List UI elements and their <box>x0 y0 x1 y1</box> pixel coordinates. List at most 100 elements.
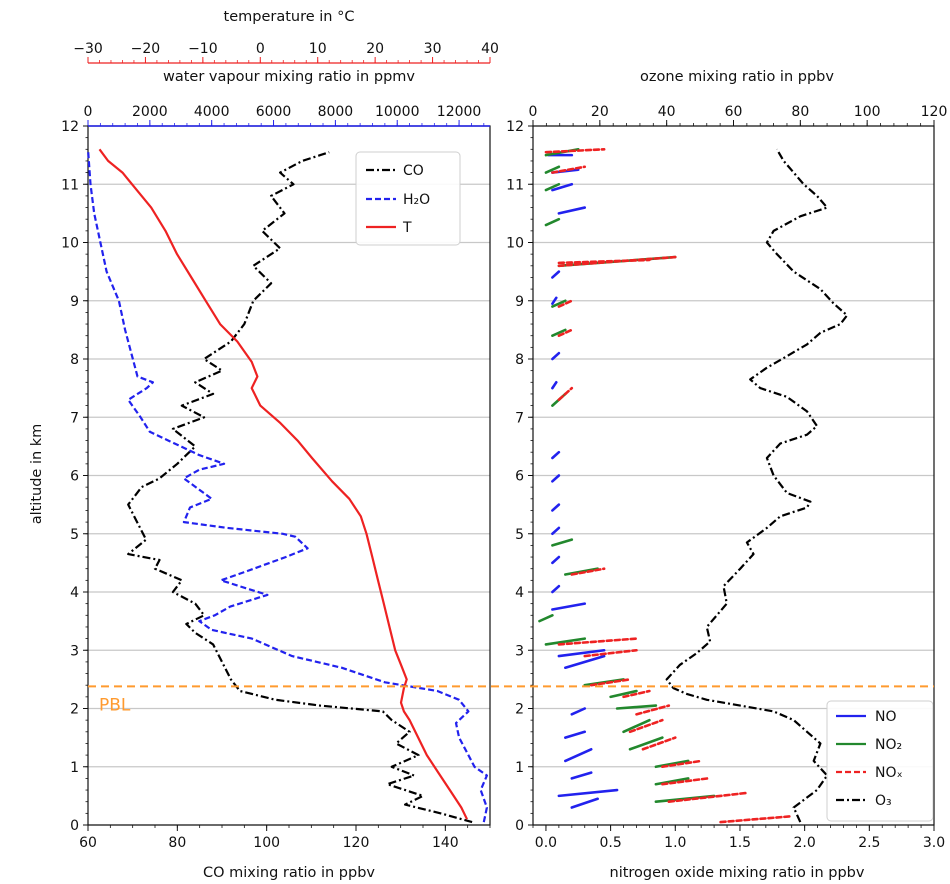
right-bottom-tick-label: 2.5 <box>858 835 880 851</box>
right-series-blue-segment <box>551 351 561 361</box>
co-axis-title: CO mixing ratio in ppbv <box>203 865 375 881</box>
left-ytick-label: 5 <box>70 527 79 543</box>
right-series-red-segment <box>589 678 632 687</box>
left-top_inner-tick-label: 0 <box>84 104 93 120</box>
right-series-blue-segment <box>551 526 561 536</box>
right-series-blue-segment <box>551 503 561 512</box>
left-bottom-tick-label: 140 <box>432 835 459 851</box>
right-series-blue-segment <box>551 602 587 611</box>
left-ytick-label: 2 <box>70 702 79 718</box>
right-series-red-segment <box>641 736 677 751</box>
ozone-axis-title: ozone mixing ratio in ppbv <box>640 69 834 85</box>
right-ytick-label: 0 <box>515 818 524 834</box>
right-series-green-segment <box>544 182 561 192</box>
right-top-tick-label: 20 <box>591 104 609 120</box>
left-ytick-label: 10 <box>61 236 79 252</box>
right-ytick-label: 8 <box>515 352 524 368</box>
right-series-blue-segment <box>551 584 561 594</box>
right-ytick-label: 9 <box>515 294 524 310</box>
right-top-tick-label: 120 <box>921 104 948 120</box>
right-series-green-segment <box>538 613 554 623</box>
left-ytick-label: 9 <box>70 294 79 310</box>
right-bottom-tick-label: 0.0 <box>535 835 557 851</box>
left-bottom-tick-label: 80 <box>168 835 186 851</box>
legend-label-o3: O₃ <box>875 793 892 809</box>
water-vapour-axis-title: water vapour mixing ratio in ppmv <box>163 69 415 85</box>
left-top_outer-tick-label: 10 <box>309 41 327 57</box>
right-ytick-label: 5 <box>515 527 524 543</box>
right-series-green-segment <box>615 704 658 710</box>
left-top_outer-tick-label: −20 <box>131 41 161 57</box>
right-ytick-label: 11 <box>506 177 524 193</box>
right-ytick-label: 4 <box>515 585 524 601</box>
right-series-green-segment <box>628 736 664 751</box>
legend-label-no: NO <box>875 709 897 725</box>
right-series-red-segment <box>628 718 664 734</box>
legend-right-frame <box>826 700 934 822</box>
left-top_outer-tick-label: −30 <box>73 41 103 57</box>
right-series-blue-segment <box>557 788 619 798</box>
right-series-blue-segment <box>551 380 558 390</box>
left-top_outer-tick-label: 20 <box>366 41 384 57</box>
legend-left-frame <box>355 151 461 246</box>
right-ytick-label: 3 <box>515 643 524 659</box>
left-top_outer-tick-label: 0 <box>256 41 265 57</box>
right-series-blue-segment <box>551 270 561 279</box>
right-series-red-segment <box>544 148 606 154</box>
left-top_inner-tick-label: 8000 <box>318 104 354 120</box>
left-ytick-label: 0 <box>70 818 79 834</box>
right-series-red-segment <box>551 165 587 174</box>
right-series-red-segment <box>635 704 671 716</box>
legend-label-no2: NO₂ <box>875 737 902 753</box>
left-top_outer-tick-label: 30 <box>424 41 442 57</box>
right-series-red-segment <box>719 814 794 824</box>
right-series-blue-segment <box>551 296 558 305</box>
left-bottom-tick-label: 100 <box>253 835 280 851</box>
left-top_outer-tick-label: −10 <box>188 41 218 57</box>
right-series-blue-segment <box>564 730 587 739</box>
right-series-blue-segment <box>551 182 574 192</box>
right-ytick-label: 1 <box>515 760 524 776</box>
right-series-red-segment <box>661 759 703 769</box>
right-series-red-segment <box>557 299 574 308</box>
right-series-red-segment <box>570 567 606 576</box>
right-ytick-label: 2 <box>515 702 524 718</box>
right-series-blue-segment <box>570 707 587 716</box>
left-ytick-label: 8 <box>70 352 79 368</box>
left-top_inner-tick-label: 12000 <box>437 104 482 120</box>
left-ytick-label: 3 <box>70 643 79 659</box>
left-ytick-label: 11 <box>61 177 79 193</box>
right-series-green-segment <box>609 689 638 699</box>
left-ytick-label: 4 <box>70 585 79 601</box>
right-series-green-segment <box>551 299 567 308</box>
altitude-axis-title: altitude in km <box>29 424 45 525</box>
right-top-tick-label: 80 <box>791 104 809 120</box>
right-series-blue-segment <box>551 474 561 483</box>
left-top_inner-tick-label: 4000 <box>194 104 230 120</box>
left-ytick-label: 7 <box>70 410 79 426</box>
right-series-blue-segment <box>564 654 606 670</box>
right-series-green-segment <box>544 165 561 174</box>
right-series-blue-segment <box>557 206 587 215</box>
legend-label-h2o: H₂O <box>403 192 430 208</box>
right-series-green-segment <box>654 777 690 786</box>
legend-label-t: T <box>402 220 412 236</box>
right-series-blue-segment <box>564 747 593 763</box>
right-bottom-tick-label: 2.0 <box>794 835 816 851</box>
right-series-red-segment <box>557 386 574 402</box>
right-series-blue-segment <box>570 771 593 780</box>
legend-label-nox: NOₓ <box>875 765 903 781</box>
left-top_inner-tick-label: 10000 <box>375 104 420 120</box>
right-series-green-segment <box>544 217 561 227</box>
right-top-tick-label: 100 <box>854 104 881 120</box>
left-bottom-tick-label: 120 <box>343 835 370 851</box>
right-series-blue-segment <box>551 555 561 565</box>
nox-axis-title: nitrogen oxide mixing ratio in ppbv <box>610 865 865 881</box>
right-series-green-segment <box>551 328 567 338</box>
right-series-green-segment <box>551 538 574 547</box>
temperature-axis-title: temperature in °C <box>224 9 355 25</box>
legend-right: NO NO₂ NOₓ O₃ <box>826 700 934 822</box>
